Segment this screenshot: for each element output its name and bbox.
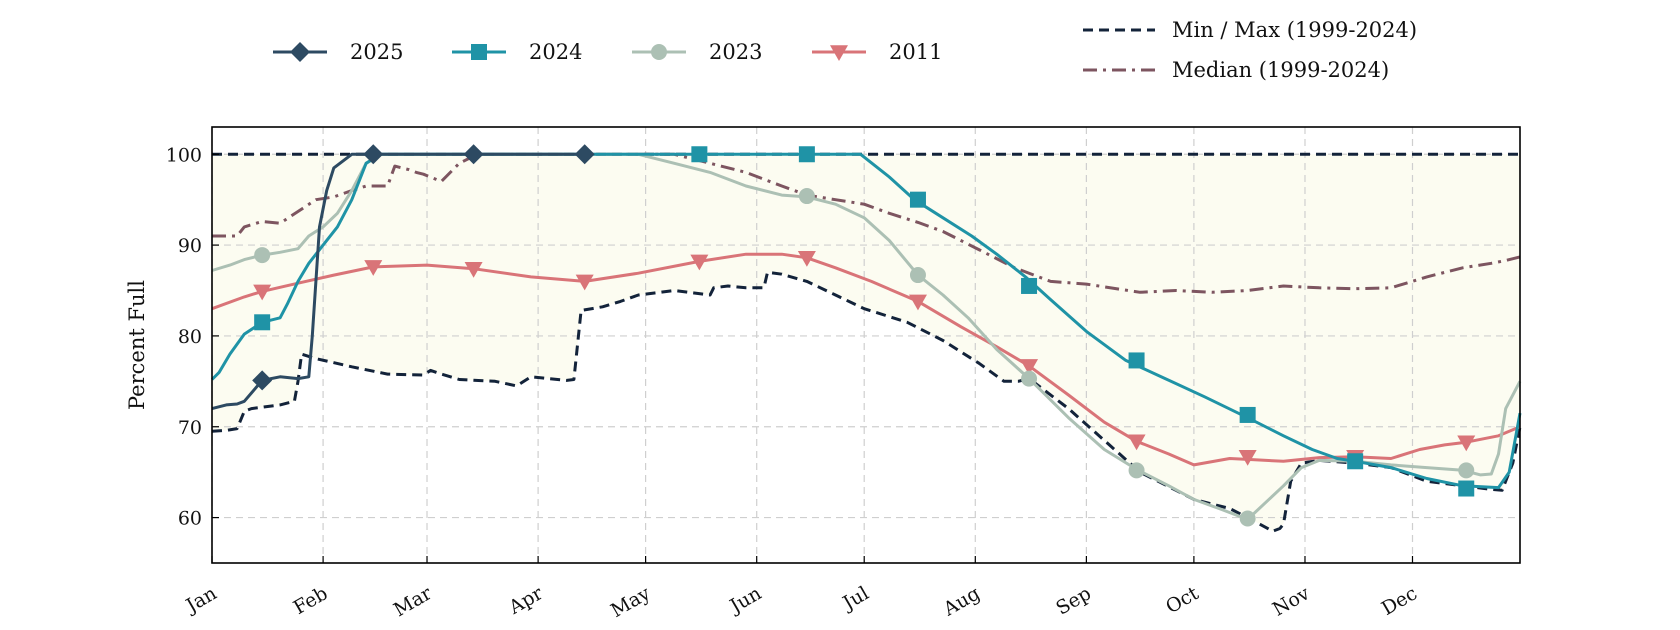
legend-marker-2011	[830, 45, 848, 61]
legend-label-2023: 2023	[709, 40, 762, 64]
x-tick-label: Apr	[504, 582, 547, 619]
legend-marker-2023	[651, 44, 667, 60]
x-tick-label: Aug	[939, 582, 984, 621]
marker-2024	[1347, 453, 1364, 470]
marker-2011	[464, 261, 483, 278]
marker-2011	[1457, 435, 1476, 452]
marker-2011	[1127, 434, 1146, 451]
legend-label-min: Min / Max (1999-2024)	[1172, 18, 1417, 42]
x-tick-label: May	[607, 582, 654, 622]
x-tick-label: Feb	[290, 582, 332, 619]
marker-2024	[1458, 480, 1475, 497]
marker-2011	[908, 294, 927, 311]
marker-2025	[252, 370, 273, 391]
x-axis-ticks: Jan Feb Mar Apr May Jun Jul Aug Sep Oct Nov Dec	[181, 556, 1421, 622]
min-max-band-fill	[212, 154, 1520, 532]
series-lines	[210, 152, 1522, 533]
legend: 2025 2024 2023 2011 Min / Max (1999-2024) Med…	[273, 18, 1417, 82]
marker-2024	[1128, 352, 1145, 369]
series-line-min	[211, 270, 1522, 533]
x-tick-label: Mar	[390, 582, 436, 621]
marker-2023	[1128, 462, 1145, 479]
marker-2011	[364, 260, 383, 276]
legend-label-2025: 2025	[350, 40, 403, 64]
y-tick-label: 80	[178, 326, 202, 348]
min-max-band	[212, 154, 1520, 532]
x-tick-label: Jun	[725, 582, 766, 618]
x-tick-label: Nov	[1269, 582, 1314, 621]
x-tick-label: Jul	[838, 582, 873, 615]
legend-label-2011: 2011	[889, 40, 942, 64]
series-line-median	[212, 152, 1521, 294]
x-tick-label: Jan	[181, 582, 221, 618]
marker-2023	[1458, 462, 1475, 479]
marker-2024	[691, 146, 708, 163]
plot-frame	[211, 126, 1521, 564]
marker-2024	[254, 314, 271, 331]
marker-2011	[253, 284, 272, 301]
y-tick-label: 100	[166, 144, 202, 166]
y-tick-label: 60	[178, 508, 202, 530]
y-tick-label: 90	[178, 235, 202, 257]
x-tick-label: Oct	[1162, 582, 1203, 618]
marker-2024	[909, 191, 926, 208]
marker-2023	[1021, 370, 1038, 387]
marker-2024	[1021, 277, 1038, 294]
marker-2023	[798, 188, 815, 205]
marker-2011	[1238, 449, 1257, 466]
marker-2024	[1239, 406, 1256, 423]
x-tick-label: Dec	[1378, 582, 1421, 620]
marker-2011	[797, 251, 816, 267]
series-line-2024	[210, 152, 1522, 490]
y-tick-label: 70	[178, 417, 202, 439]
marker-2023	[254, 247, 271, 264]
series-line-2025	[211, 152, 589, 411]
legend-marker-2025	[290, 42, 310, 62]
x-tick-label: Sep	[1052, 582, 1095, 619]
marker-2011	[690, 254, 709, 271]
legend-marker-2024	[471, 44, 487, 60]
y-axis-title: Percent Full	[125, 280, 149, 410]
marker-2025	[363, 144, 384, 165]
y-axis-ticks: 60 70 80 90 100	[166, 144, 219, 530]
series-markers	[252, 144, 1476, 527]
marker-2025	[463, 144, 484, 165]
marker-2011	[575, 274, 594, 291]
marker-2023	[1239, 510, 1256, 527]
legend-label-2024: 2024	[529, 40, 582, 64]
marker-2024	[798, 146, 815, 163]
marker-2011	[1020, 359, 1039, 375]
grid	[211, 127, 1520, 563]
marker-2025	[574, 144, 595, 165]
marker-2023	[909, 267, 926, 284]
legend-label-median: Median (1999-2024)	[1172, 58, 1389, 82]
